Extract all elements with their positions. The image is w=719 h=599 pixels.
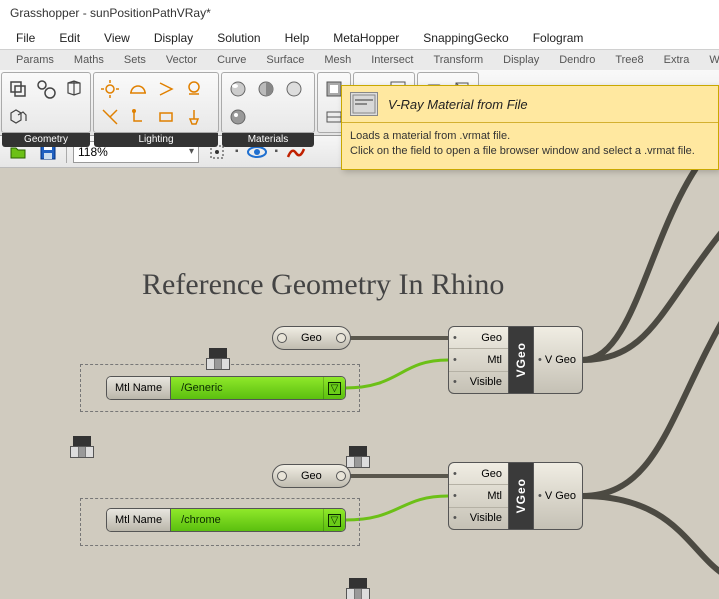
tab-params[interactable]: Params bbox=[6, 52, 64, 68]
vgeo2-in-mtl[interactable]: Mtl bbox=[449, 485, 508, 507]
geometry-icon-3[interactable] bbox=[61, 76, 87, 102]
tab-dendro[interactable]: Dendro bbox=[549, 52, 605, 68]
tooltip-icon bbox=[350, 92, 378, 116]
vgeo2-in-visible[interactable]: Visible bbox=[449, 508, 508, 529]
menu-fologram[interactable]: Fologram bbox=[521, 28, 596, 48]
menu-display[interactable]: Display bbox=[142, 28, 205, 48]
geo-param-2-label: Geo bbox=[287, 470, 336, 482]
vgeo1-in-geo[interactable]: Geo bbox=[449, 327, 508, 349]
menu-view[interactable]: View bbox=[92, 28, 142, 48]
mtl-param-2-label: Mtl Name bbox=[107, 509, 171, 531]
tooltip-line-1: Loads a material from .vrmat file. bbox=[350, 129, 710, 144]
vgeo-component-2[interactable]: Geo Mtl Visible VGeo V Geo bbox=[448, 462, 583, 530]
canvas[interactable]: Reference Geometry In Rhino Geo Mtl Name… bbox=[0, 168, 719, 599]
vgeo2-in-geo[interactable]: Geo bbox=[449, 463, 508, 485]
tab-mesh[interactable]: Mesh bbox=[314, 52, 361, 68]
lighting-icon-sun[interactable] bbox=[97, 76, 123, 102]
category-tabs: Params Maths Sets Vector Curve Surface M… bbox=[0, 50, 719, 70]
tab-vector[interactable]: Vector bbox=[156, 52, 207, 68]
tab-transform[interactable]: Transform bbox=[423, 52, 493, 68]
tooltip-line-2: Click on the field to open a file browse… bbox=[350, 144, 710, 159]
menu-edit[interactable]: Edit bbox=[47, 28, 92, 48]
geo-param-1-label: Geo bbox=[287, 332, 336, 344]
lighting-icon-6[interactable] bbox=[125, 104, 151, 130]
window-title: Grasshopper - sunPositionPathVRay* bbox=[10, 6, 211, 20]
canvas-heading: Reference Geometry In Rhino bbox=[142, 268, 504, 302]
scribble-2[interactable] bbox=[70, 436, 94, 460]
mtl-param-1-grip[interactable] bbox=[323, 377, 345, 399]
geometry-icon-1[interactable] bbox=[5, 76, 31, 102]
vgeo2-label: VGeo bbox=[514, 478, 528, 513]
materials-icon-4[interactable] bbox=[225, 104, 251, 130]
panel-lighting: Lighting bbox=[93, 72, 219, 133]
vgeo1-in-visible[interactable]: Visible bbox=[449, 372, 508, 393]
geometry-icon-4[interactable] bbox=[5, 104, 31, 130]
lighting-icon-dome[interactable] bbox=[125, 76, 151, 102]
tab-intersect[interactable]: Intersect bbox=[361, 52, 423, 68]
panel-geometry: Geometry bbox=[1, 72, 91, 133]
panel-materials: Materials bbox=[221, 72, 315, 133]
lighting-icon-7[interactable] bbox=[153, 104, 179, 130]
mtl-param-2-grip[interactable] bbox=[323, 509, 345, 531]
geo-param-1[interactable]: Geo bbox=[272, 326, 351, 350]
menu-metahopper[interactable]: MetaHopper bbox=[321, 28, 411, 48]
mtl-param-1[interactable]: Mtl Name /Generic bbox=[106, 376, 346, 400]
materials-icon-1[interactable] bbox=[225, 76, 251, 102]
lighting-icon-8[interactable] bbox=[181, 104, 207, 130]
toolbar-sep: ▪ bbox=[235, 146, 239, 157]
tab-extra[interactable]: Extra bbox=[654, 52, 700, 68]
mtl-param-2[interactable]: Mtl Name /chrome bbox=[106, 508, 346, 532]
menu-help[interactable]: Help bbox=[273, 28, 322, 48]
vgeo1-in-mtl[interactable]: Mtl bbox=[449, 349, 508, 371]
chevron-down-icon: ▾ bbox=[189, 146, 194, 157]
tab-maths[interactable]: Maths bbox=[64, 52, 114, 68]
materials-icon-2[interactable] bbox=[253, 76, 279, 102]
tab-curve[interactable]: Curve bbox=[207, 52, 256, 68]
vgeo2-out[interactable]: V Geo bbox=[534, 463, 582, 529]
scribble-4[interactable] bbox=[346, 578, 370, 599]
geo-param-2[interactable]: Geo bbox=[272, 464, 351, 488]
vgeo1-out[interactable]: V Geo bbox=[534, 327, 582, 393]
tab-display[interactable]: Display bbox=[493, 52, 549, 68]
vgeo-component-1[interactable]: Geo Mtl Visible VGeo V Geo bbox=[448, 326, 583, 394]
menu-snappinggecko[interactable]: SnappingGecko bbox=[411, 28, 520, 48]
window-titlebar: Grasshopper - sunPositionPathVRay* bbox=[0, 0, 719, 26]
panel-materials-label: Materials bbox=[222, 133, 314, 147]
lighting-icon-5[interactable] bbox=[97, 104, 123, 130]
mtl-param-1-value[interactable]: /Generic bbox=[171, 377, 323, 399]
tooltip: V-Ray Material from File Loads a materia… bbox=[341, 85, 719, 170]
tab-tree8[interactable]: Tree8 bbox=[605, 52, 653, 68]
panel-geometry-label: Geometry bbox=[2, 133, 90, 147]
mtl-param-2-value[interactable]: /chrome bbox=[171, 509, 323, 531]
lighting-icon-rect[interactable] bbox=[181, 76, 207, 102]
lighting-icon-spot[interactable] bbox=[153, 76, 179, 102]
geometry-icon-2[interactable] bbox=[33, 76, 59, 102]
tooltip-title: V-Ray Material from File bbox=[388, 97, 528, 112]
tab-wb[interactable]: Wb bbox=[699, 52, 719, 68]
panel-lighting-label: Lighting bbox=[94, 133, 218, 147]
menu-solution[interactable]: Solution bbox=[205, 28, 272, 48]
toolbar-sep-2: ▪ bbox=[275, 146, 279, 157]
tab-sets[interactable]: Sets bbox=[114, 52, 156, 68]
mtl-param-1-label: Mtl Name bbox=[107, 377, 171, 399]
tab-surface[interactable]: Surface bbox=[256, 52, 314, 68]
materials-icon-3[interactable] bbox=[281, 76, 307, 102]
scribble-1[interactable] bbox=[206, 348, 230, 372]
menu-bar: File Edit View Display Solution Help Met… bbox=[0, 26, 719, 50]
menu-file[interactable]: File bbox=[4, 28, 47, 48]
vgeo1-label: VGeo bbox=[514, 342, 528, 377]
